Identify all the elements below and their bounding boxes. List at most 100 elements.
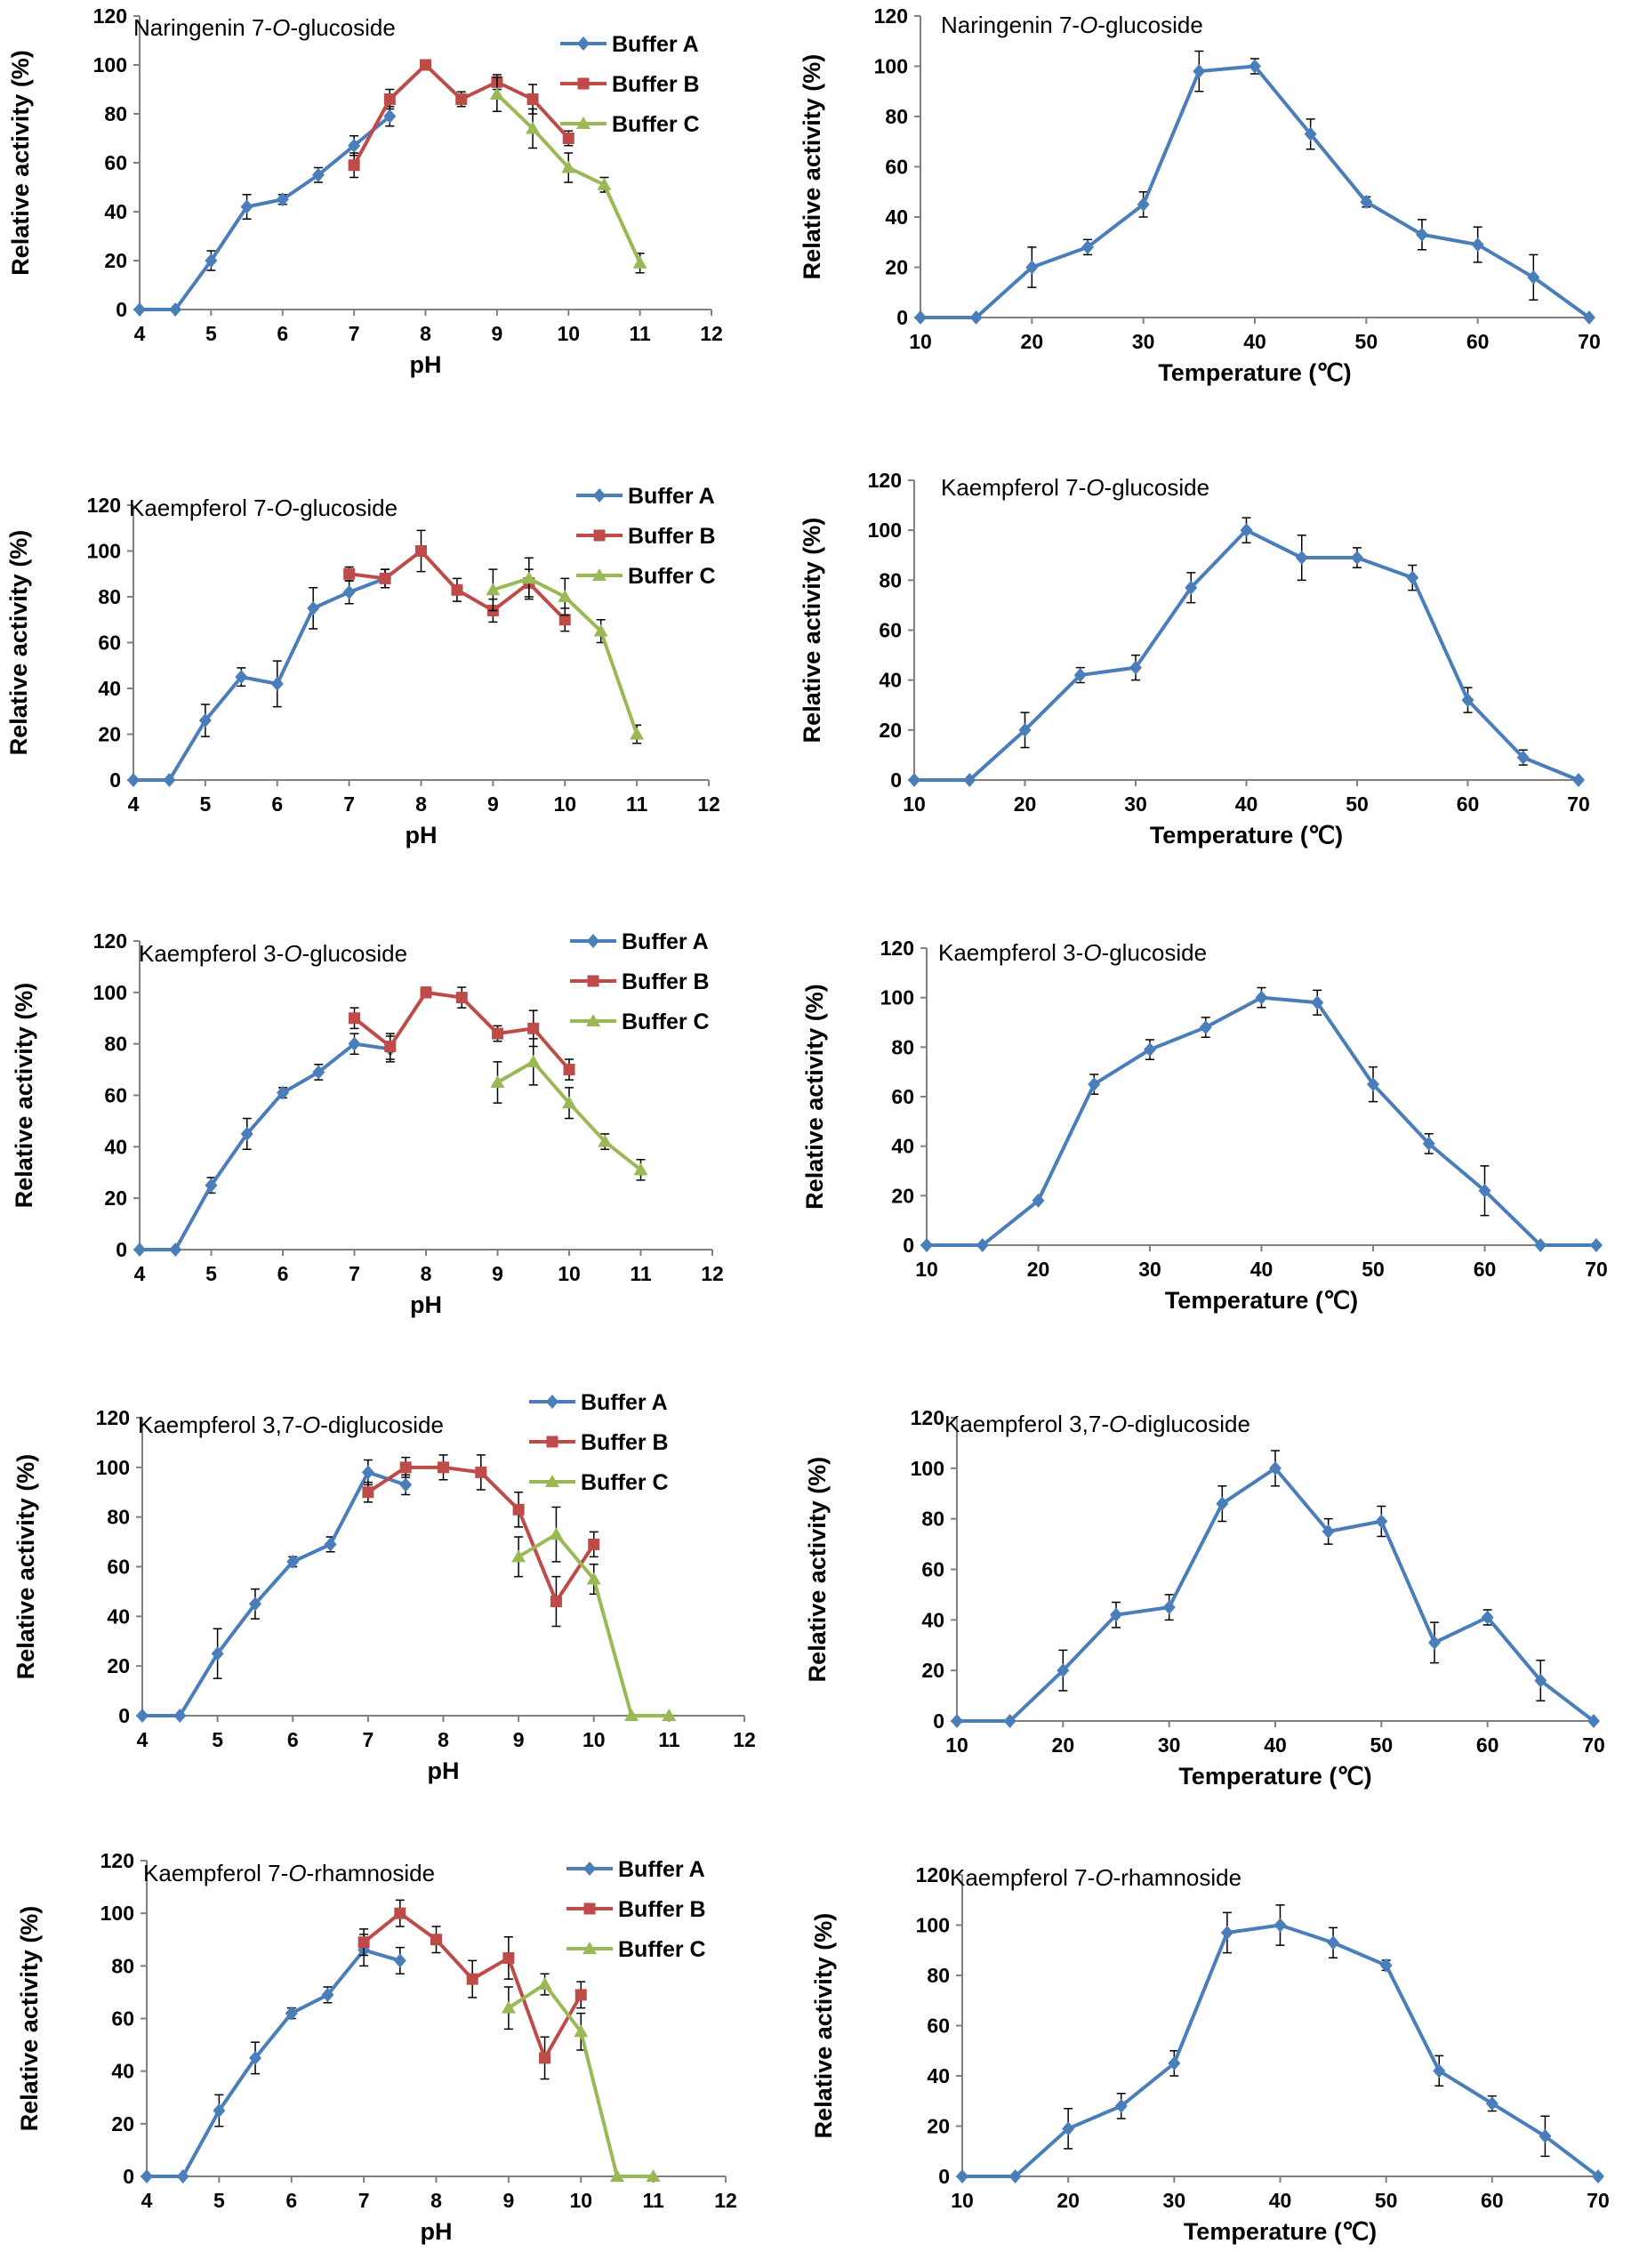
data-point <box>384 1041 397 1053</box>
y-tick-label: 100 <box>93 53 127 76</box>
data-point <box>307 600 320 615</box>
data-point <box>1273 1918 1287 1933</box>
data-point <box>1406 570 1419 585</box>
series-line <box>140 115 391 311</box>
x-tick-label: 10 <box>582 1728 606 1751</box>
legend-label: Buffer B <box>612 72 700 97</box>
legend-label: Buffer C <box>612 112 700 137</box>
x-tick-label: 10 <box>558 1262 581 1285</box>
data-point <box>362 1486 374 1499</box>
y-tick-label: 80 <box>104 102 127 125</box>
y-tick-label: 80 <box>98 585 121 608</box>
series-buffer-c <box>501 1973 661 2182</box>
series-line <box>927 995 1596 1247</box>
legend-marker <box>582 1942 597 1954</box>
series-buffer-a <box>136 1459 413 1723</box>
x-axis-label: Temperature (℃) <box>1165 1287 1358 1314</box>
series-activity <box>914 50 1595 325</box>
data-point <box>1304 126 1317 141</box>
y-tick-label: 60 <box>104 1084 127 1107</box>
data-point <box>205 1178 218 1193</box>
chart-title: Kaempferol 7-O-rhamnoside <box>143 1860 435 1886</box>
legend-label: Buffer C <box>628 564 716 589</box>
data-point <box>593 623 608 637</box>
data-point <box>1003 1714 1016 1728</box>
x-tick-label: 10 <box>569 2189 592 2212</box>
x-tick-label: 4 <box>128 792 140 816</box>
series-buffer-b <box>358 1899 587 2080</box>
x-axis-label: Temperature (℃) <box>1184 2218 1377 2245</box>
y-tick-label: 20 <box>921 1659 944 1682</box>
legend-marker <box>546 1436 558 1448</box>
data-point <box>430 1934 442 1946</box>
series-line <box>920 64 1591 319</box>
x-tick-label: 50 <box>1375 2189 1398 2212</box>
y-tick-label: 120 <box>93 4 127 28</box>
data-point <box>1428 1635 1441 1650</box>
chart-title: Kaempferol 7-O-rhamnoside <box>950 1864 1241 1891</box>
data-point <box>205 253 218 268</box>
data-point <box>1539 2128 1552 2143</box>
data-point <box>348 1036 361 1051</box>
data-point <box>399 1461 412 1474</box>
x-tick-label: 40 <box>1269 2189 1292 2212</box>
x-tick-label: 7 <box>358 2189 370 2212</box>
data-point <box>394 1907 406 1919</box>
data-point <box>1062 2121 1075 2136</box>
x-axis-label: pH <box>428 1757 460 1784</box>
y-tick-label: 40 <box>98 677 121 700</box>
x-tick-label: 70 <box>1582 1733 1605 1757</box>
y-tick-label: 120 <box>916 1863 950 1886</box>
data-point <box>321 1987 334 2002</box>
data-point <box>393 1953 406 1968</box>
x-tick-label: 6 <box>271 792 283 816</box>
data-point <box>558 614 571 626</box>
y-tick-label: 40 <box>885 205 908 229</box>
x-tick-label: 4 <box>141 2189 153 2212</box>
y-tick-label: 120 <box>874 4 908 28</box>
y-tick-label: 120 <box>93 929 127 953</box>
data-point <box>379 572 391 584</box>
data-point <box>1008 2169 1022 2184</box>
chart-title: Kaempferol 7-O-glucoside <box>941 474 1209 501</box>
y-tick-label: 80 <box>921 1508 944 1531</box>
x-tick-label: 7 <box>362 1728 374 1751</box>
y-tick-label: 120 <box>911 1406 944 1429</box>
x-tick-label: 9 <box>487 792 499 816</box>
data-point <box>213 2103 226 2119</box>
x-tick-label: 20 <box>1027 1258 1050 1281</box>
data-point <box>1269 1460 1282 1476</box>
x-tick-label: 8 <box>420 322 431 345</box>
x-axis-label: pH <box>406 822 438 848</box>
data-point <box>455 93 468 105</box>
legend-marker <box>587 975 599 987</box>
y-tick-label: 80 <box>891 1035 914 1058</box>
x-tick-label: 50 <box>1346 792 1369 816</box>
x-tick-label: 10 <box>951 2189 974 2212</box>
y-tick-label: 20 <box>104 249 127 272</box>
chart-title: Kaempferol 3,7-O-diglucoside <box>944 1411 1250 1437</box>
data-point <box>1416 227 1428 242</box>
series-activity <box>920 986 1603 1252</box>
chart-title: Kaempferol 3-O-glucoside <box>938 939 1207 966</box>
chart-title: Kaempferol 7-O-glucoside <box>129 495 398 521</box>
data-point <box>1433 2063 1446 2079</box>
chart-title: Kaempferol 3-O-glucoside <box>139 940 407 967</box>
x-tick-label: 40 <box>1250 1258 1273 1281</box>
data-point <box>1583 310 1595 325</box>
y-tick-label: 40 <box>879 669 902 692</box>
data-point <box>1360 195 1373 210</box>
chart-panel-2B: 0 20 40 60 80 100 120 10 20 30 40 50 60 70 Temperature… <box>799 469 1590 848</box>
y-tick-label: 60 <box>98 631 121 655</box>
data-point <box>1216 1496 1229 1511</box>
data-point <box>492 1027 503 1040</box>
y-tick-label: 60 <box>927 2015 950 2038</box>
data-point <box>466 1973 478 1985</box>
chart-panel-3A: 0 20 40 60 80 100 120 4 5 6 7 8 9 10 11 12 pH Relative ac… <box>11 929 724 1318</box>
data-point <box>489 87 504 100</box>
data-point <box>1592 2169 1604 2184</box>
x-tick-label: 6 <box>285 2189 297 2212</box>
x-tick-label: 7 <box>343 792 355 816</box>
data-point <box>348 138 361 153</box>
y-tick-label: 100 <box>868 519 902 542</box>
